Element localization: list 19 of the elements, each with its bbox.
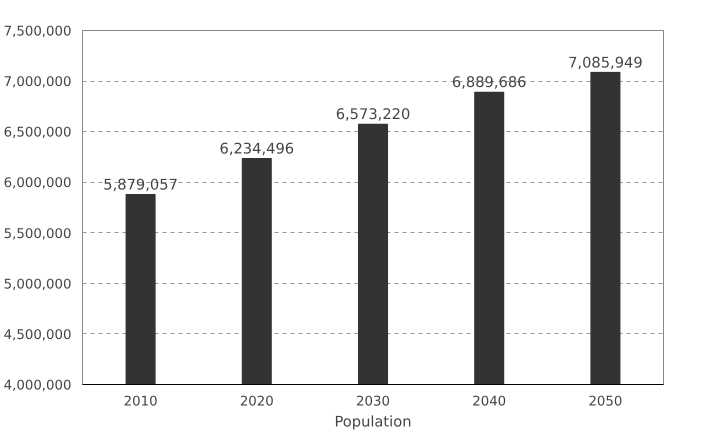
y-tick-label: 6,000,000	[4, 176, 72, 192]
data-label: 6,573,220	[336, 106, 410, 124]
x-tick-label: 2030	[356, 394, 390, 410]
x-tick-label: 2050	[588, 394, 622, 410]
y-tick-label: 6,500,000	[4, 126, 72, 141]
y-tick-label: 4,500,000	[4, 328, 72, 343]
x-tick-label: 2020	[240, 394, 274, 410]
data-label: 5,879,057	[103, 176, 178, 194]
x-tick-label: 2040	[472, 394, 506, 410]
data-label: 6,889,686	[452, 74, 526, 92]
y-tick-label: 5,500,000	[4, 226, 72, 242]
y-tick-label: 7,000,000	[4, 75, 72, 90]
data-label: 7,085,949	[568, 54, 643, 72]
x-axis-title: Population	[334, 414, 412, 430]
data-label: 6,234,496	[220, 140, 294, 158]
y-tick-label: 7,500,000	[4, 24, 72, 40]
y-tick-label: 4,000,000	[4, 378, 72, 394]
x-tick-label: 2010	[124, 394, 158, 410]
y-tick-label: 5,000,000	[4, 277, 72, 292]
